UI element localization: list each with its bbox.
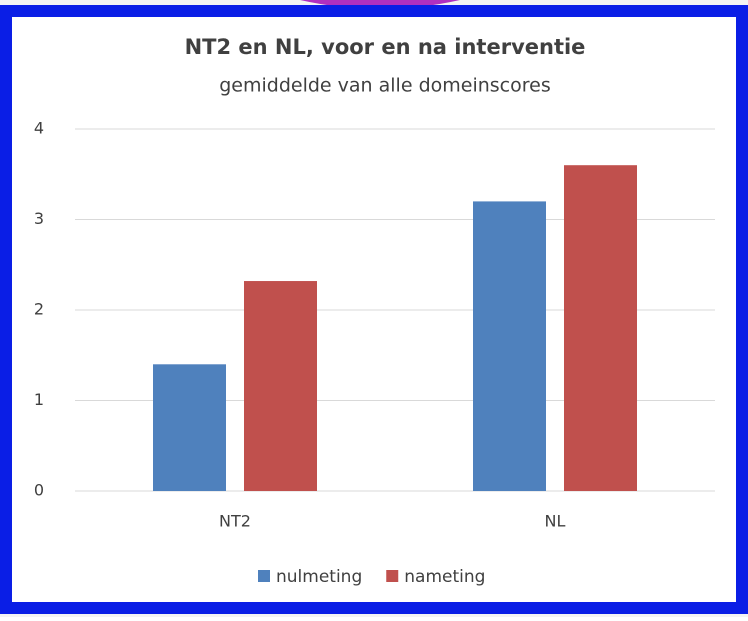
bar	[564, 165, 637, 491]
y-tick-label: 3	[34, 209, 44, 228]
bar	[244, 281, 317, 491]
x-tick-label: NL	[545, 512, 566, 531]
y-tick-label: 1	[34, 390, 44, 409]
chart-subtitle: gemiddelde van alle domeinscores	[219, 75, 550, 97]
chart: NT2 en NL, voor en na interventie gemidd…	[0, 0, 748, 617]
legend-swatch	[258, 570, 270, 582]
bar	[473, 201, 546, 491]
y-tick-label: 0	[34, 481, 44, 500]
y-tick-label: 2	[34, 300, 44, 319]
legend-swatch	[386, 570, 398, 582]
legend-label: nulmeting	[276, 567, 362, 587]
legend-label: nameting	[404, 567, 485, 587]
chart-title: NT2 en NL, voor en na interventie	[185, 35, 586, 59]
x-tick-label: NT2	[219, 512, 251, 531]
bar	[153, 364, 226, 491]
y-tick-label: 4	[34, 119, 44, 138]
